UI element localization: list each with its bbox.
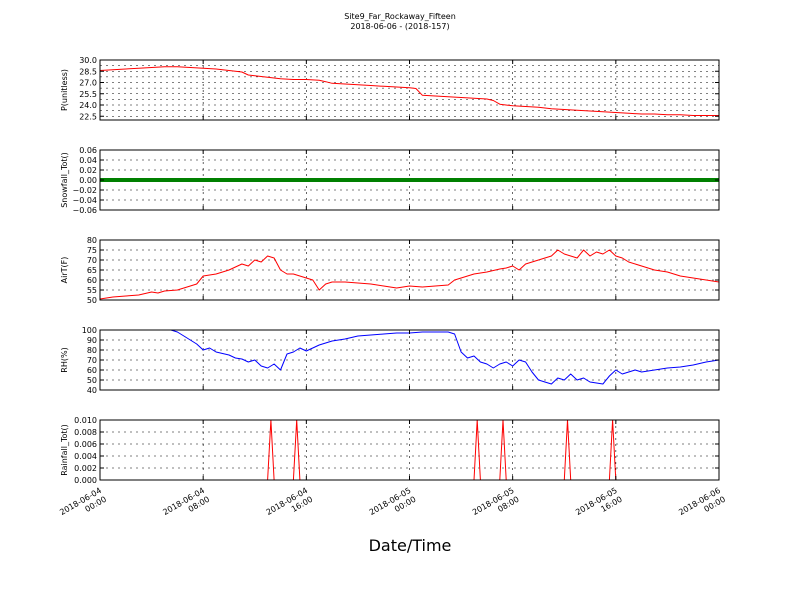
y-tick-label: 0.002 bbox=[74, 464, 97, 473]
y-tick-label: −0.04 bbox=[72, 196, 97, 205]
y-tick-label: −0.06 bbox=[72, 206, 97, 215]
y-tick-label: 22.5 bbox=[79, 112, 97, 121]
y-axis-label: AirT(F) bbox=[60, 257, 69, 284]
y-tick-label: 27.0 bbox=[79, 79, 97, 88]
x-tick-label: 2018-06-0600:00 bbox=[677, 486, 727, 526]
y-tick-label: 60 bbox=[87, 276, 97, 285]
panel-2: −0.06−0.04−0.020.000.020.040.06 Snowfall_… bbox=[60, 146, 720, 215]
series-line bbox=[99, 249, 720, 300]
y-axis-label: Snowfall_Tot() bbox=[60, 152, 69, 208]
x-axis-label: Date/Time bbox=[369, 536, 452, 555]
y-tick-label: 50 bbox=[87, 296, 97, 305]
y-tick-label: 75 bbox=[87, 246, 97, 255]
y-tick-label: 40 bbox=[87, 386, 97, 395]
y-axis-label: P(unitless) bbox=[60, 69, 69, 111]
y-tick-label: 28.5 bbox=[79, 67, 97, 76]
y-tick-label: 60 bbox=[87, 366, 97, 375]
y-tick-label: 70 bbox=[87, 356, 97, 365]
y-tick-label: 80 bbox=[87, 236, 97, 245]
y-tick-label: 0.04 bbox=[79, 156, 97, 165]
y-tick-label: 55 bbox=[87, 286, 97, 295]
figure-subtitle: 2018-06-06 - (2018-157) bbox=[350, 22, 449, 31]
series-line bbox=[170, 329, 720, 385]
series-line bbox=[99, 66, 719, 116]
x-tick-label: 2018-06-0408:00 bbox=[161, 486, 211, 526]
y-tick-label: 0.000 bbox=[74, 476, 97, 485]
y-tick-label: 0.00 bbox=[79, 176, 97, 185]
y-tick-label: 0.010 bbox=[74, 416, 97, 425]
y-tick-label: 25.5 bbox=[79, 90, 97, 99]
y-tick-label: 0.02 bbox=[79, 166, 97, 175]
panel-1: 22.5 24.0 25.5 27.0 28.5 30.0 P(unitless) bbox=[60, 56, 720, 121]
y-tick-label: 24.0 bbox=[79, 101, 97, 110]
y-tick-label: −0.02 bbox=[72, 186, 97, 195]
x-tick-label: 2018-06-0416:00 bbox=[265, 486, 315, 526]
x-tick-label: 2018-06-0508:00 bbox=[471, 486, 521, 526]
x-tick-labels: 2018-06-0400:00 2018-06-0408:00 2018-06-04… bbox=[58, 486, 727, 526]
x-tick-label: 2018-06-0400:00 bbox=[58, 486, 108, 526]
y-tick-label: 90 bbox=[87, 336, 97, 345]
y-axis-label: Rainfall_Tot() bbox=[60, 424, 69, 476]
panels: 22.5 24.0 25.5 27.0 28.5 30.0 P(unitless) −0.06… bbox=[60, 56, 720, 485]
y-tick-label: 0.008 bbox=[74, 428, 97, 437]
y-tick-label: 70 bbox=[87, 256, 97, 265]
x-tick-label: 2018-06-0500:00 bbox=[368, 486, 418, 526]
y-tick-label: 80 bbox=[87, 346, 97, 355]
y-tick-label: 0.006 bbox=[74, 440, 97, 449]
y-tick-label: 0.06 bbox=[79, 146, 97, 155]
x-tick-label: 2018-06-0516:00 bbox=[574, 486, 624, 526]
y-tick-label: 100 bbox=[82, 326, 97, 335]
figure-title: Site9_Far_Rockaway_Fifteen bbox=[344, 12, 456, 21]
y-tick-label: 65 bbox=[87, 266, 97, 275]
y-tick-label: 50 bbox=[87, 376, 97, 385]
y-axis-label: RH(%) bbox=[60, 347, 69, 372]
panel-5: 0.000 0.002 0.004 0.006 0.008 0.010 Rainfall_T… bbox=[60, 416, 720, 485]
y-tick-label: 30.0 bbox=[79, 56, 97, 65]
y-tick-label: 0.004 bbox=[74, 452, 97, 461]
